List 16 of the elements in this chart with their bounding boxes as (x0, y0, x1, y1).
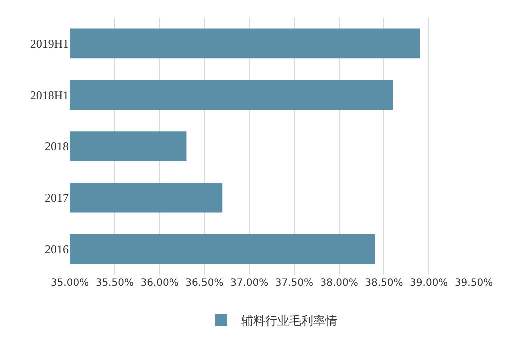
y-tick-label: 2017 (45, 191, 69, 206)
x-tick-label: 36.50% (186, 278, 224, 289)
x-tick-label: 37.50% (275, 278, 314, 289)
x-tick-label: 36.00% (140, 278, 179, 289)
x-tick-label: 35.50% (96, 278, 134, 289)
legend-label: 辅料行业毛利率情 (242, 314, 338, 328)
x-tick-label: 38.50% (365, 278, 404, 289)
x-tick-label: 39.50% (454, 278, 494, 289)
x-tick-label: 38.00% (320, 278, 358, 289)
y-tick-label: 2016 (45, 242, 69, 256)
x-tick-label: 35.00% (50, 278, 90, 289)
y-tick-label: 2018 (45, 140, 69, 154)
x-tick-label: 37.00% (230, 278, 269, 289)
y-tick-label: 2018H1 (30, 88, 69, 102)
y-tick-label: 2019H1 (30, 36, 69, 51)
x-tick-label: 39.00% (410, 278, 448, 289)
